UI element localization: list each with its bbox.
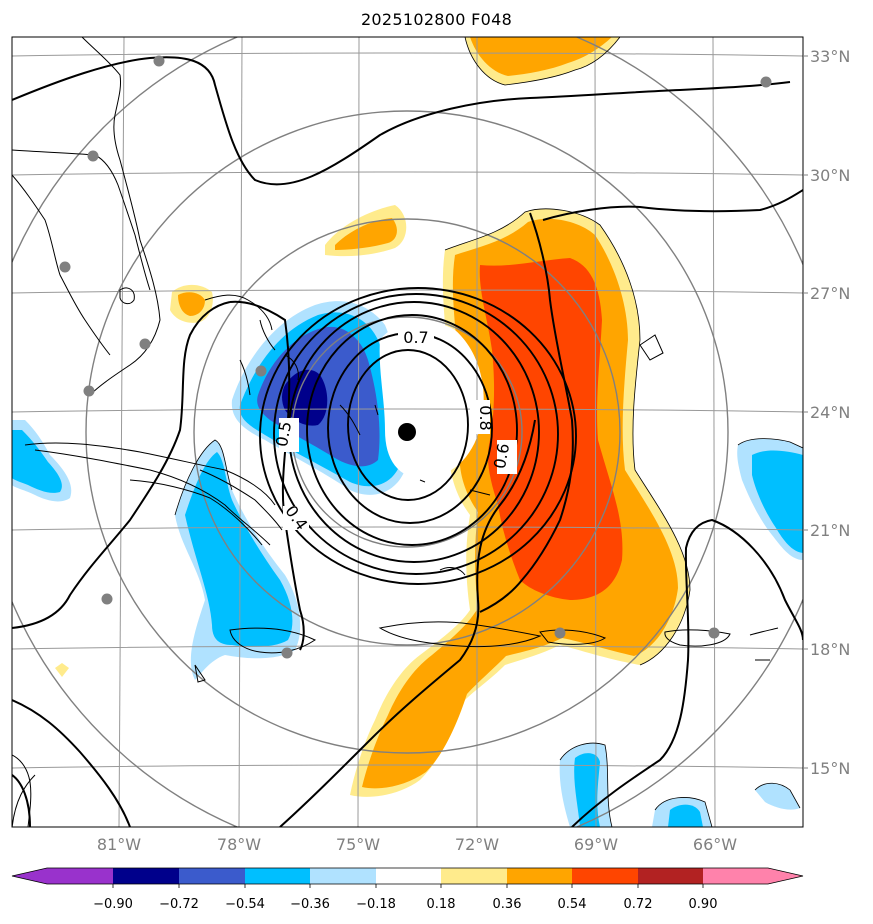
contour-labels: 0.7 0.8 0.6 0.5 0.4 — [272, 325, 517, 534]
contour-label-0.7: 0.7 — [403, 328, 428, 347]
colorbar-tick: −0.54 — [225, 897, 265, 912]
lon-label-81W: 81°W — [97, 835, 141, 854]
positive-anomaly-field — [170, 37, 690, 797]
station-dots — [59, 55, 772, 659]
small-warm-patch — [55, 663, 69, 677]
storm-center-marker — [398, 423, 416, 441]
lon-label-75W: 75°W — [336, 835, 380, 854]
lat-label-30N: 30°N — [810, 166, 850, 185]
lon-label-78W: 78°W — [217, 835, 261, 854]
lat-label-24N: 24°N — [810, 403, 850, 422]
map-title: 2025102800 F048 — [360, 10, 513, 29]
lat-label-15N: 15°N — [810, 759, 850, 778]
lat-label-18N: 18°N — [810, 640, 850, 659]
contour-label-0.8: 0.8 — [476, 405, 495, 430]
latitude-labels: 33°N 30°N 27°N 24°N 21°N 18°N 15°N — [803, 47, 850, 778]
colorbar-tick: −0.18 — [356, 897, 396, 912]
colorbar-tick: 0.90 — [689, 897, 718, 912]
lat-label-27N: 27°N — [810, 284, 850, 303]
colorbar-tick: 0.54 — [558, 897, 587, 912]
colorbar-tick: −0.36 — [290, 897, 330, 912]
height-contours — [12, 56, 803, 827]
longitude-labels: 81°W 78°W 75°W 72°W 69°W 66°W — [97, 835, 737, 854]
lon-label-69W: 69°W — [574, 835, 618, 854]
lat-label-33N: 33°N — [810, 47, 850, 66]
contour-label-0.6: 0.6 — [490, 442, 513, 470]
lon-label-66W: 66°W — [693, 835, 737, 854]
colorbar-tick: −0.72 — [159, 897, 199, 912]
colorbar-tick: 0.72 — [624, 897, 653, 912]
colorbar: −0.90 −0.72 −0.54 −0.36 −0.18 0.18 0.36 … — [11, 867, 804, 912]
colorbar-tick: 0.18 — [427, 897, 456, 912]
anomaly-outlines — [174, 37, 803, 827]
map-panel: 0.7 0.8 0.6 0.5 0.4 — [12, 37, 803, 827]
contour-label-0.5: 0.5 — [272, 420, 295, 448]
colorbar-tick: −0.90 — [93, 897, 133, 912]
lon-label-72W: 72°W — [455, 835, 499, 854]
lat-label-21N: 21°N — [810, 521, 850, 540]
map-frame — [11, 36, 804, 828]
colorbar-tick: 0.36 — [493, 897, 522, 912]
